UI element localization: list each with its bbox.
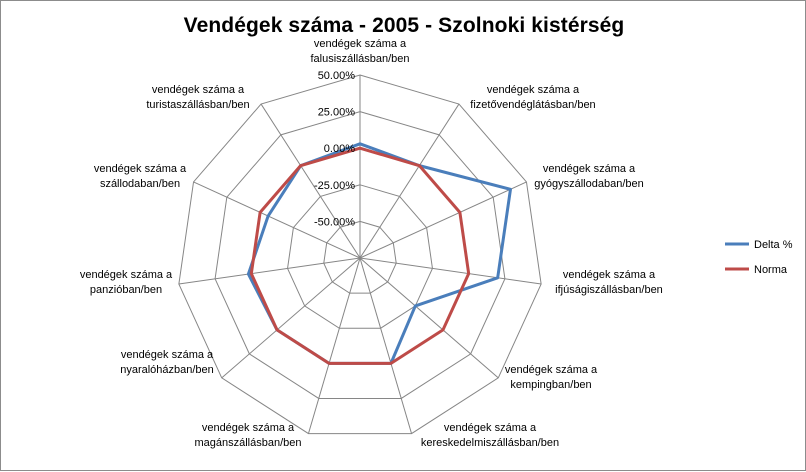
grid-spoke <box>359 103 460 259</box>
grid-spoke <box>359 257 542 285</box>
radar-grid <box>178 74 542 435</box>
chart-title: Vendégek száma - 2005 - Szolnoki kistérs… <box>183 14 625 37</box>
category-label: vendégek száma a kereskedelmiszállásban/b… <box>421 422 559 449</box>
category-label: vendégek száma a turistaszállásban/ben <box>146 84 249 111</box>
grid-spoke <box>359 181 527 259</box>
grid-ring <box>287 184 433 329</box>
category-label: vendégek száma a nyaralóházban/ben <box>120 349 214 376</box>
grid-spoke <box>178 257 361 285</box>
legend: Delta % Norma <box>725 239 793 276</box>
grid-ring <box>178 74 542 435</box>
category-label: vendégek száma a kempingban/ben <box>505 364 598 391</box>
category-label: vendégek száma a gyógyszállodaban/ben <box>534 163 643 190</box>
radar-category-labels: vendégek száma a falusiszállásban/ben vend… <box>80 38 663 449</box>
series-line-2 <box>249 146 471 365</box>
grid-spoke <box>359 257 413 434</box>
grid-ring <box>214 111 506 399</box>
tick-label: 25.00% <box>318 107 356 119</box>
tick-label: -50.00% <box>314 216 355 228</box>
category-label: vendégek száma a fizetővendéglátásban/ben <box>470 84 595 111</box>
grid-ring <box>323 220 397 294</box>
tick-label: 50.00% <box>318 70 356 82</box>
category-label: vendégek száma a magánszállásban/ben <box>194 422 301 449</box>
grid-spoke <box>307 257 361 434</box>
grid-spoke <box>359 257 499 379</box>
legend-label: Norma <box>754 264 788 276</box>
grid-spoke <box>260 103 361 259</box>
tick-label: 0.00% <box>324 143 355 155</box>
radar-series <box>246 142 512 365</box>
series-line-1 <box>246 142 512 365</box>
tick-label: -25.00% <box>314 180 355 192</box>
category-label: vendégek száma a ifjúságiszállásban/ben <box>555 269 663 296</box>
grid-spoke <box>221 257 361 379</box>
category-label: vendégek száma a panzióban/ben <box>80 269 173 296</box>
grid-spoke <box>193 181 361 259</box>
legend-label: Delta % <box>754 239 793 251</box>
category-label: vendégek száma a szállodaban/ben <box>94 163 187 190</box>
radar-tick-labels: -50.00% -25.00% 0.00% 25.00% 50.00% <box>314 70 355 228</box>
category-label: vendégek száma a falusiszállásban/ben <box>310 38 409 65</box>
